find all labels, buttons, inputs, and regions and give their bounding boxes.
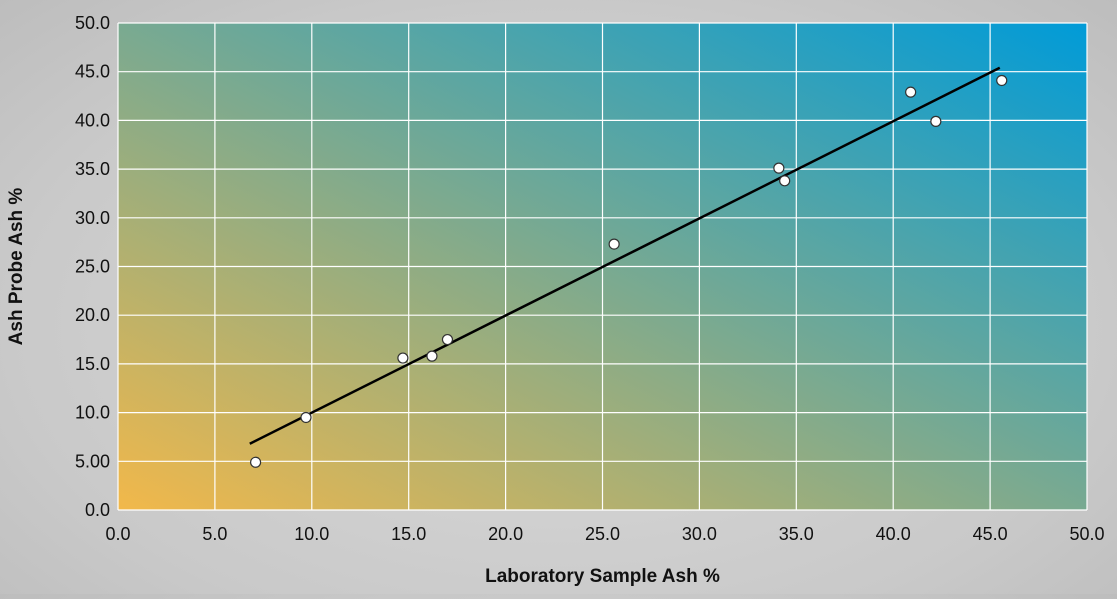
x-tick-label: 30.0 [682,524,717,544]
y-tick-label: 50.0 [75,13,110,33]
data-point [608,238,620,250]
data-point [397,352,409,364]
x-tick-label: 20.0 [488,524,523,544]
data-point [779,175,791,187]
y-axis-ticks: 0.0 5.00 10.0 15.0 20.0 25.0 30.0 35.0 40.0 45.0 5… [75,13,110,520]
y-tick-label: 35.0 [75,159,110,179]
data-point [441,333,454,346]
y-tick-label: 15.0 [75,354,110,374]
data-point [905,86,917,98]
data-point [426,350,438,362]
y-tick-label: 45.0 [75,62,110,82]
y-tick-label: 20.0 [75,305,110,325]
x-tick-label: 45.0 [973,524,1008,544]
x-tick-label: 5.0 [202,524,227,544]
x-axis-title: Laboratory Sample Ash % [485,566,720,587]
y-tick-label: 0.0 [85,500,110,520]
data-points [249,74,1008,468]
y-tick-label: 40.0 [75,110,110,130]
data-point [773,162,785,174]
x-tick-label: 50.0 [1069,524,1104,544]
trendline [249,66,1001,445]
x-tick-label: 35.0 [779,524,814,544]
data-point [996,74,1008,87]
y-tick-label: 10.0 [75,403,110,423]
y-axis-title: Ash Probe Ash % [6,188,27,346]
x-tick-label: 0.0 [105,524,130,544]
y-tick-label: 30.0 [75,208,110,228]
x-axis-ticks: 0.0 5.0 10.0 15.0 20.0 25.0 30.0 35.0 40.0 45.0 50… [105,524,1104,544]
x-tick-label: 25.0 [585,524,620,544]
x-tick-label: 15.0 [391,524,426,544]
y-tick-label: 25.0 [75,257,110,277]
data-point [249,456,262,468]
data-point [930,115,942,127]
x-tick-label: 40.0 [876,524,911,544]
x-tick-label: 10.0 [294,524,329,544]
data-point [300,411,312,424]
y-tick-label: 5.00 [75,451,110,471]
gridlines [117,22,1088,511]
